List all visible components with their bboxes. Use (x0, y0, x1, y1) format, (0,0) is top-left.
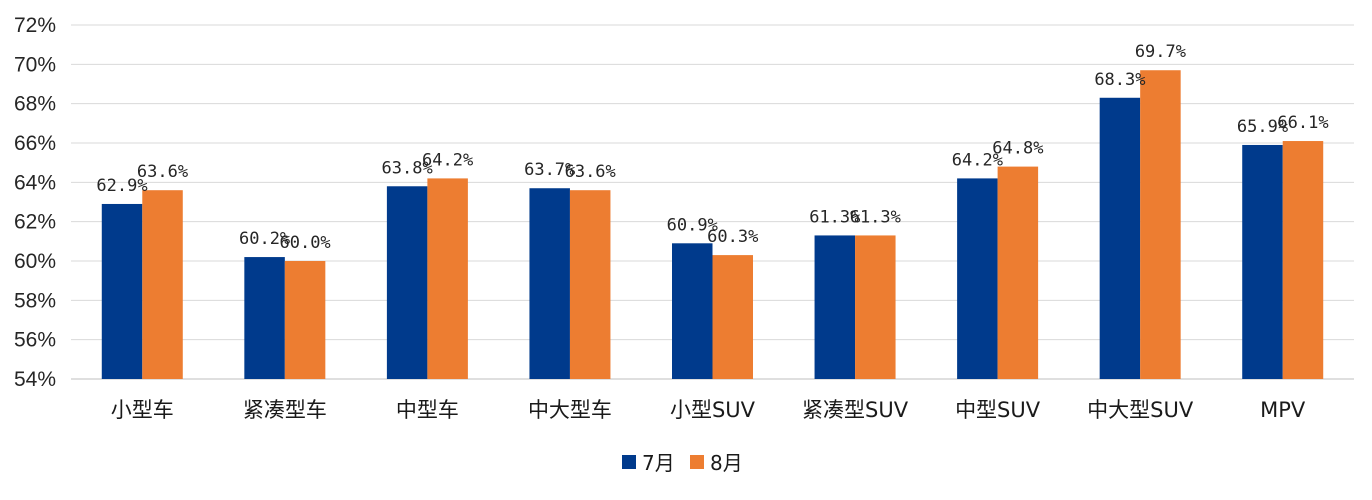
data-label: 61.3% (850, 207, 901, 227)
bar-august (427, 178, 468, 379)
bar-august (569, 190, 611, 379)
bar-august (142, 190, 183, 379)
data-label: 60.3% (707, 227, 758, 247)
data-label: 64.8% (992, 139, 1043, 159)
bar-august (855, 235, 896, 379)
y-axis-ticks: 54% 56% 58% 60% 62% 64% 66% 68% 70% 72% (14, 14, 56, 391)
bar-july (957, 178, 998, 379)
bar-august (1140, 70, 1181, 379)
bars (101, 70, 1324, 380)
x-tick-label: 小型SUV (670, 398, 756, 422)
bar-july (244, 257, 285, 379)
x-tick-label: MPV (1260, 398, 1306, 422)
y-tick-label: 60% (14, 250, 56, 273)
data-label: 62.9% (96, 176, 147, 196)
bar-july (101, 203, 143, 379)
data-label: 60.0% (279, 233, 330, 253)
data-label: 60.2% (239, 229, 290, 249)
y-tick-label: 64% (14, 171, 56, 194)
bar-august (997, 166, 1039, 379)
x-tick-label: 中大型车 (528, 398, 612, 422)
y-tick-label: 66% (14, 132, 56, 155)
legend-swatch-august (690, 455, 704, 469)
bar-august (712, 255, 753, 379)
y-tick-label: 72% (14, 14, 56, 37)
bar-july (672, 243, 713, 379)
data-label: 63.8% (382, 158, 433, 178)
y-tick-label: 70% (14, 53, 56, 76)
data-label: 64.2% (952, 150, 1003, 170)
data-label: 61.3% (809, 207, 860, 227)
bar-july (386, 186, 428, 379)
x-tick-label: 紧凑型车 (243, 398, 327, 422)
x-axis-ticks: 小型车 紧凑型车 中型车 中大型车 小型SUV 紧凑型SUV 中型SUV 中大型SUV MPV (111, 398, 1306, 422)
bar-july (814, 235, 856, 379)
x-tick-label: 紧凑型SUV (802, 398, 909, 422)
data-label: 63.6% (565, 162, 616, 182)
data-label: 60.9% (667, 215, 718, 235)
data-label: 63.6% (137, 162, 188, 182)
x-tick-label: 中型SUV (955, 398, 1041, 422)
legend-label: 8月 (710, 451, 743, 475)
data-label: 68.3% (1094, 70, 1145, 90)
bar-july (529, 188, 570, 379)
data-label: 64.2% (422, 150, 473, 170)
y-tick-label: 58% (14, 289, 56, 312)
data-label: 69.7% (1135, 42, 1186, 62)
bar-july (1099, 97, 1141, 380)
x-tick-label: 中大型SUV (1087, 398, 1194, 422)
bar-july (1242, 144, 1283, 379)
y-tick-label: 62% (14, 211, 56, 234)
y-tick-label: 68% (14, 93, 56, 116)
bar-august (284, 261, 326, 379)
legend-label: 7月 (642, 451, 675, 475)
data-label: 65.9% (1237, 117, 1288, 137)
data-label: 66.1% (1277, 113, 1328, 133)
y-tick-label: 54% (14, 368, 56, 391)
data-labels: 62.9%63.6%60.2%60.0%63.8%64.2% 63.7%63.6%… (96, 42, 1328, 253)
data-label: 63.7% (524, 160, 575, 180)
bar-august (1282, 141, 1324, 379)
legend-swatch-july (622, 455, 636, 469)
legend: 7月 8月 (622, 451, 743, 475)
x-tick-label: 小型车 (111, 398, 174, 422)
x-tick-label: 中型车 (396, 398, 459, 422)
y-tick-label: 56% (14, 329, 56, 352)
